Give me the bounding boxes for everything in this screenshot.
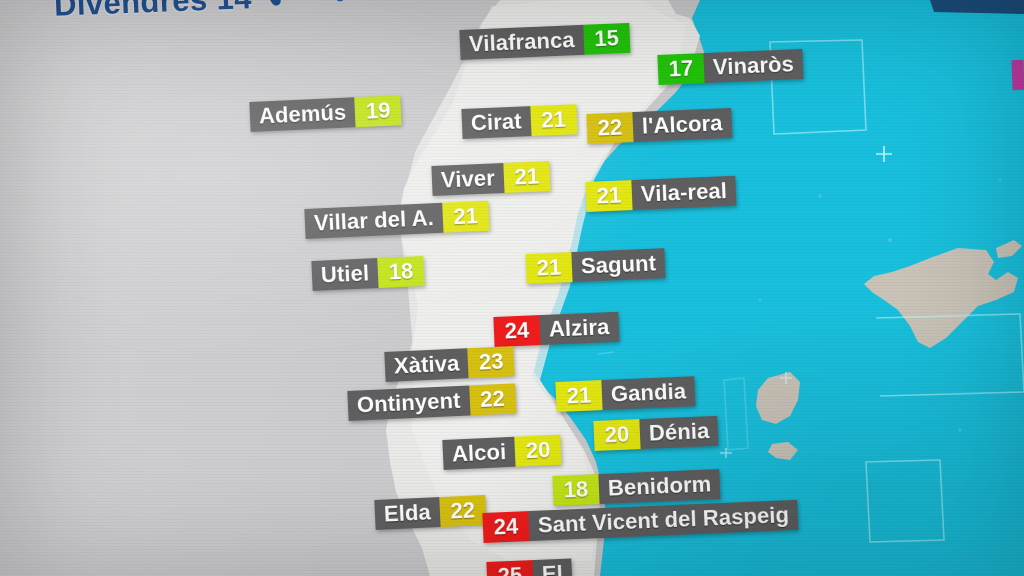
city-label[interactable]: Xàtiva 23 [384,346,515,382]
temperature-badge: 20 [514,434,562,467]
island-mallorca [864,248,1018,348]
city-label[interactable]: 21 Gandia [555,376,696,412]
city-name: Elda [374,497,441,530]
temperature-badge: 24 [493,315,541,347]
map-grid [597,39,1024,543]
temperature-badge: 22 [439,494,487,528]
temperature-badge: 22 [586,112,634,144]
city-label[interactable]: 20 Dénia [593,415,719,451]
temperature-badge: 21 [529,104,578,137]
city-label[interactable]: Elda 22 [374,494,487,530]
city-name: Vilafranca [459,24,585,60]
island-formentera [768,442,798,460]
city-name: Sagunt [571,248,666,283]
city-name: Ontinyent [347,385,471,421]
city-name: Alzira [539,311,620,346]
city-name: Gandia [601,376,696,411]
island-ibiza [756,372,800,424]
city-name: Alcoi [442,436,516,470]
temperature-badge: 15 [583,22,631,55]
broadcaster-logo-icon [261,0,355,28]
city-label[interactable]: 24 Alzira [493,311,620,347]
city-name: Utiel [311,258,379,291]
temperature-badge: 19 [354,95,402,128]
temperature-badge: 22 [468,383,517,416]
temperature-badge: 17 [657,53,705,85]
city-name: Dénia [639,415,719,450]
city-name: Vila-real [631,175,737,211]
city-name: Vinaròs [703,48,804,84]
temperature-badge: 18 [377,255,425,288]
city-name: Ademús [249,97,356,132]
city-label[interactable]: 22 l'Alcora [586,107,733,144]
city-label[interactable]: Utiel 18 [311,255,425,291]
city-label[interactable]: Cirat 21 [461,104,578,139]
city-name: l'Alcora [632,107,733,143]
city-name: Cirat [461,106,532,139]
temperature-badge: 24 [482,511,530,543]
temperature-badge: 23 [467,346,515,379]
city-label[interactable]: Viver 21 [431,161,551,196]
city-name: Villar del A. [304,202,444,239]
temperature-badge: 21 [442,200,490,233]
temperature-badge: 21 [555,380,603,412]
city-label[interactable]: 25 El [486,558,573,576]
temperature-badge: 21 [503,161,551,193]
city-label[interactable]: 17 Vinaròs [657,48,804,85]
magenta-marker [1011,59,1024,91]
temperature-badge: 25 [486,560,534,576]
city-name: Xàtiva [384,348,470,382]
city-name: Viver [431,163,505,196]
map-crossmarks [720,146,892,458]
city-name: El [532,558,573,576]
temperature-badge: 21 [525,252,573,284]
city-label[interactable]: Alcoi 20 [442,434,562,470]
city-label[interactable]: 21 Sagunt [525,248,666,284]
city-name: Benidorm [598,468,721,505]
temperature-badge: 21 [585,180,633,212]
city-label[interactable]: 21 Vila-real [585,175,737,212]
temperature-badge: 20 [593,419,641,451]
temperature-badge: 18 [552,474,600,506]
